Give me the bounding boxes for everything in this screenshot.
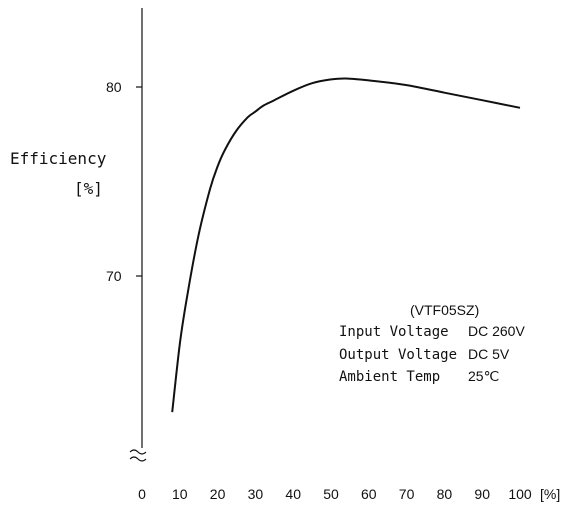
x-tick-label: 40 xyxy=(285,486,301,502)
axis-break-mark-upper xyxy=(129,449,147,455)
y-tick-label: 70 xyxy=(106,268,122,284)
x-axis-unit: [%] xyxy=(540,486,560,502)
annotation-label-output-voltage: Output Voltage xyxy=(339,347,457,363)
series-layer xyxy=(171,77,521,413)
x-tick-label: 60 xyxy=(361,486,377,502)
x-tick-label: 50 xyxy=(323,486,339,502)
axis-break-mark-lower xyxy=(129,456,147,462)
annotation-value-input-voltage: DC 260V xyxy=(468,323,525,339)
tick-labels: 70 80 0 10 20 30 40 50 60 70 80 90 100 xyxy=(106,79,532,502)
y-tick-label: 80 xyxy=(106,79,122,95)
annotation-label-input-voltage: Input Voltage xyxy=(339,324,449,340)
efficiency-curve xyxy=(171,77,521,413)
spec-annotation: (VTF05SZ) Input Voltage DC 260V Output V… xyxy=(339,302,525,385)
x-tick-label: 70 xyxy=(399,486,415,502)
y-axis-unit: [%] xyxy=(74,179,103,198)
x-tick-label: 100 xyxy=(508,486,532,502)
x-tick-label: 90 xyxy=(474,486,490,502)
x-tick-label: 0 xyxy=(138,486,146,502)
tick-marks xyxy=(136,86,142,277)
x-tick-label: 30 xyxy=(248,486,264,502)
annotation-value-ambient-temp: 25℃ xyxy=(468,368,499,384)
annotation-label-ambient-temp: Ambient Temp xyxy=(339,369,440,385)
y-axis-label: Efficiency xyxy=(10,149,107,168)
x-tick-label: 80 xyxy=(437,486,453,502)
annotation-model: (VTF05SZ) xyxy=(410,302,479,318)
axes xyxy=(129,8,147,462)
annotation-value-output-voltage: DC 5V xyxy=(468,346,510,362)
x-tick-label: 10 xyxy=(172,486,188,502)
x-tick-label: 20 xyxy=(210,486,226,502)
